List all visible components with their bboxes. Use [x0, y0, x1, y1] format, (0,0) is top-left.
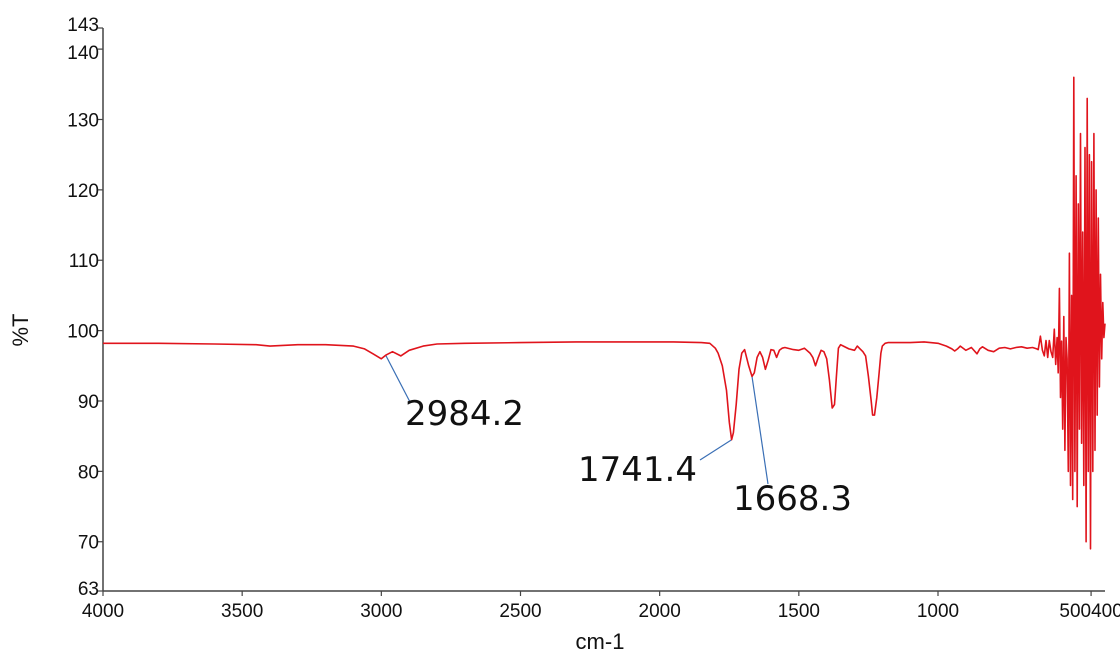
annotation-leader-line — [699, 439, 732, 461]
peak-annotation-label: 1741.4 — [578, 450, 697, 490]
x-tick-label: 2500 — [499, 601, 541, 622]
peak-annotation-label: 2984.2 — [405, 394, 524, 434]
x-tick-label: 1000 — [917, 601, 959, 622]
peak-annotation-label: 1668.3 — [733, 479, 852, 519]
y-axis-title: %T — [8, 314, 33, 347]
annotation-leader-line — [385, 354, 411, 403]
x-tick-label: 2000 — [639, 601, 681, 622]
y-tick-label: 110 — [69, 251, 99, 272]
y-tick-label: 90 — [78, 392, 99, 413]
y-tick-label: 80 — [78, 462, 99, 483]
x-tick-label: 1500 — [778, 601, 820, 622]
annotation-labels: 2984.2 1741.4 1668.3 — [405, 394, 852, 519]
x-tick-label: 3500 — [221, 601, 263, 622]
y-tick-label: 70 — [78, 533, 99, 554]
y-tick-label: 100 — [67, 322, 99, 343]
annotation-leader-line — [751, 376, 769, 485]
series-lines — [103, 76, 1106, 550]
y-tick-label: 140 — [67, 43, 99, 64]
y-tick-label: 130 — [67, 110, 99, 131]
x-axis-title: cm-1 — [576, 629, 625, 654]
x-tick-label: 500400 — [1059, 601, 1120, 622]
y-tick-label: 143 — [67, 15, 99, 36]
x-tick-label: 3000 — [360, 601, 402, 622]
annotation-leader-lines — [385, 354, 769, 485]
axes — [98, 27, 1105, 596]
x-tick-label: 4000 — [82, 601, 124, 622]
tick-labels: 4000 3500 3000 2500 2000 1500 1000 500400 63 70 80… — [67, 15, 1120, 622]
y-tick-label: 120 — [67, 181, 99, 202]
spectrum-line — [103, 76, 1106, 550]
y-tick-label: 63 — [78, 579, 99, 600]
